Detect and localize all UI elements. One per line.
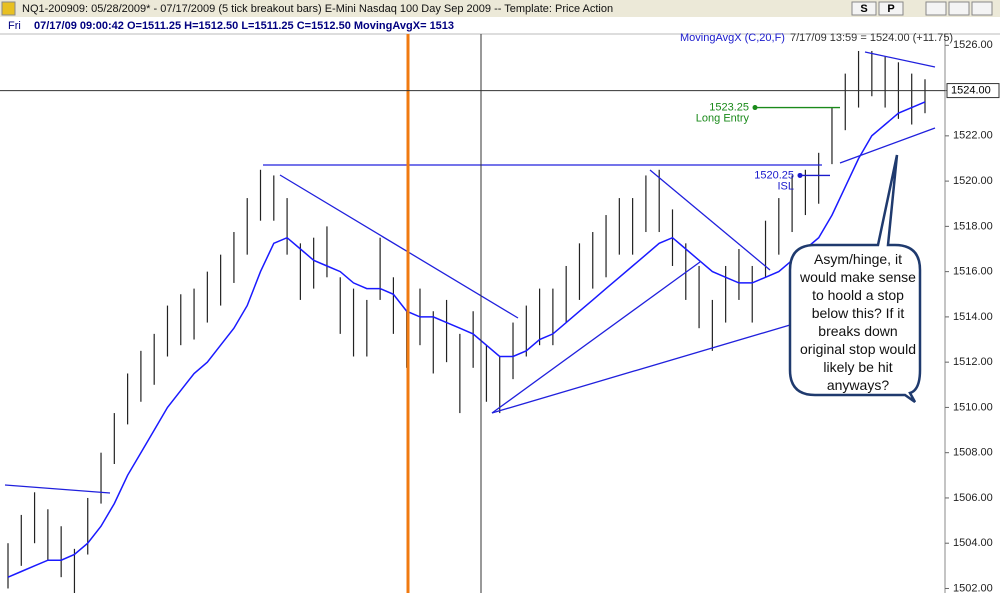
y-tick-label: 1516.00 xyxy=(953,266,993,278)
stop-loss-price: 1520.25 xyxy=(754,169,794,181)
stop-loss-text: ISL xyxy=(777,180,794,192)
trendline xyxy=(4,484,111,494)
day-label: Fri xyxy=(8,20,21,32)
y-tick-label: 1502.00 xyxy=(953,582,993,593)
trendline xyxy=(279,174,519,319)
window-title: NQ1-200909: 05/28/2009* - 07/17/2009 (5 … xyxy=(22,3,613,15)
long-entry-dot xyxy=(752,105,758,111)
y-tick-label: 1506.00 xyxy=(953,492,993,504)
p-button[interactable] xyxy=(878,1,904,16)
trendline xyxy=(864,51,936,68)
restore-button[interactable] xyxy=(948,1,970,16)
moving-average xyxy=(7,101,926,578)
y-tick-label: 1522.00 xyxy=(953,130,993,142)
callout-text: Asym/hinge, it would make sense to hoold… xyxy=(800,251,916,393)
callout-bubble xyxy=(788,154,922,404)
y-tick-label: 1518.00 xyxy=(953,220,993,232)
indicator-label: MovingAvgX (C,20,F) xyxy=(680,32,785,44)
trendline xyxy=(839,127,936,164)
info-line: 07/17/09 09:00:42 O=1511.25 H=1512.50 L=… xyxy=(34,20,454,32)
s-button-label[interactable]: S xyxy=(860,3,867,15)
y-tick-label: 1514.00 xyxy=(953,311,993,323)
p-button-label[interactable]: P xyxy=(887,3,894,15)
stop-loss-dot xyxy=(797,172,803,178)
price-tag xyxy=(946,83,1000,99)
minimize-button[interactable] xyxy=(925,1,947,16)
y-tick-label: 1520.00 xyxy=(953,175,993,187)
y-tick-label: 1510.00 xyxy=(953,401,993,413)
app-icon xyxy=(1,1,16,16)
y-tick-label: 1526.00 xyxy=(953,39,993,51)
close-button[interactable] xyxy=(971,1,993,16)
long-entry-text: Long Entry xyxy=(696,112,750,124)
y-tick-label: 1508.00 xyxy=(953,447,993,459)
trendline xyxy=(491,324,791,414)
y-tick-label: 1504.00 xyxy=(953,537,993,549)
price-tag-label: 1524.00 xyxy=(951,84,991,96)
last-price-text: 7/17/09 13:59 = 1524.00 (+11.75) xyxy=(790,32,953,44)
trendline xyxy=(491,261,701,414)
long-entry-price: 1523.25 xyxy=(709,101,749,113)
trendlines xyxy=(4,51,936,494)
s-button[interactable] xyxy=(851,1,877,16)
trendline xyxy=(649,169,771,271)
y-tick-label: 1512.00 xyxy=(953,356,993,368)
title-bar xyxy=(0,0,1000,17)
